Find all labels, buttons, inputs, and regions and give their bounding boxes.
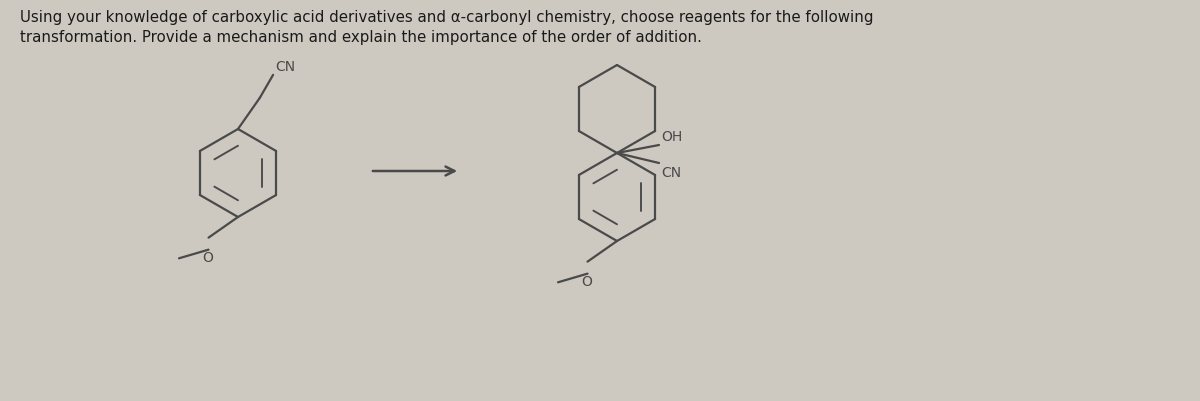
Text: Using your knowledge of carboxylic acid derivatives and α-carbonyl chemistry, ch: Using your knowledge of carboxylic acid … xyxy=(20,10,874,45)
Text: OH: OH xyxy=(661,130,683,144)
Text: O: O xyxy=(202,250,212,264)
Text: O: O xyxy=(581,274,592,288)
Text: CN: CN xyxy=(661,166,682,180)
Text: CN: CN xyxy=(275,60,295,74)
